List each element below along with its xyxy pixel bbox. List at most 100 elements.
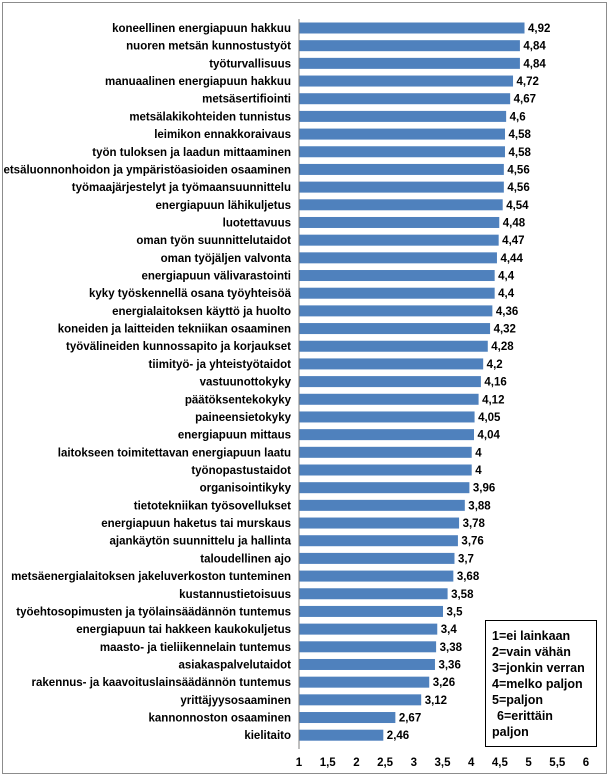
category-label-13: oman työn suunnittelutaidot [136, 235, 291, 247]
category-label-16: kyky työskennellä osana työyhteisöä [89, 288, 292, 300]
value-label-10: 4,56 [507, 182, 529, 194]
x-tick-label-7: 4 [468, 757, 475, 769]
legend-line-6: 6=erittäin [497, 709, 553, 723]
value-label-12: 4,48 [503, 217, 526, 229]
value-label-38: 3,26 [433, 677, 455, 689]
bar-18 [299, 323, 491, 335]
category-label-39: yrittäjyysosaaminen [180, 695, 291, 707]
category-label-6: metsälakikohteiden tunnistus [129, 111, 291, 123]
category-label-32: metsäenergialaitoksen jakeluverkoston tu… [11, 571, 291, 583]
category-label-30: ajankäytön suunnittelu ja hallinta [110, 536, 292, 548]
legend: 1=ei lainkaan 2=vain vähän 3=jonkin verr… [485, 620, 597, 747]
bar-5 [299, 93, 511, 105]
category-label-29: energiapuun haketus tai murskaus [101, 518, 291, 530]
category-label-33: kustannustietoisuus [179, 589, 291, 601]
category-label-38: rakennus- ja kaavoituslainsäädännön tunt… [32, 677, 291, 689]
bar-29 [299, 517, 460, 529]
category-label-10: työmaajärjestelyt ja työmaansuunnittelu [72, 182, 291, 194]
category-label-37: asiakaspalvelutaidot [179, 659, 292, 671]
bar-11 [299, 199, 503, 211]
category-label-35: energiapuun tai hakkeen kaukokuljetus [76, 624, 291, 636]
bar-22 [299, 393, 479, 405]
legend-line-2: 2=vain vähän [492, 645, 571, 659]
bar-31 [299, 552, 455, 564]
bar-chart: koneellinen energiapuun hakkuu nuoren met… [3, 19, 589, 769]
value-label-5: 4,67 [514, 94, 536, 106]
bar-21 [299, 376, 481, 388]
bar-17 [299, 305, 493, 317]
value-label-39: 3,12 [425, 695, 447, 707]
category-label-31: taloudellinen ajo [200, 553, 291, 565]
bar-6 [299, 110, 507, 122]
category-label-19: työvälineiden kunnossapito ja korjaukset [66, 341, 291, 353]
bars-group [299, 22, 525, 741]
x-tick-label-6: 3,5 [435, 757, 452, 769]
category-label-24: energiapuun mittaus [178, 430, 291, 442]
value-label-31: 3,7 [458, 553, 474, 565]
category-label-11: energiapuun lähikuljetus [156, 200, 291, 212]
bar-3 [299, 57, 520, 69]
category-label-8: työn tuloksen ja laadun mittaaminen [92, 147, 291, 159]
value-label-25: 4 [475, 447, 482, 459]
value-label-35: 3,4 [441, 624, 458, 636]
value-label-20: 4,2 [487, 359, 503, 371]
legend-line-5: 5=paljon [492, 693, 544, 707]
category-label-4: manuaalinen energiapuun hakkuu [105, 76, 291, 88]
category-label-9: metsäluonnonhoidon ja ympäristöasioiden … [3, 164, 291, 176]
bar-30 [299, 535, 458, 547]
legend-line-1: 1=ei lainkaan [492, 629, 571, 643]
bar-35 [299, 623, 438, 635]
value-label-28: 3,88 [468, 500, 491, 512]
bar-41 [299, 729, 384, 741]
value-label-13: 4,47 [502, 235, 524, 247]
bar-25 [299, 446, 472, 458]
category-label-23: paineensietokyky [195, 412, 291, 424]
x-tick-label-4: 2,5 [377, 757, 394, 769]
legend-line-7: paljon [492, 725, 529, 739]
category-label-41: kielitaito [244, 730, 291, 742]
bar-7 [299, 128, 505, 140]
bar-13 [299, 234, 499, 246]
value-label-1: 4,92 [528, 23, 550, 35]
x-tick-label-5: 3 [411, 757, 417, 769]
category-label-15: energiapuun välivarastointi [141, 271, 291, 283]
value-label-4: 4,72 [517, 76, 539, 88]
value-label-16: 4,4 [498, 288, 515, 300]
category-label-5: metsäsertifiointi [202, 94, 291, 106]
bar-40 [299, 712, 396, 724]
bar-37 [299, 658, 435, 670]
value-label-33: 3,58 [451, 589, 474, 601]
category-label-7: leimikon ennakkoraivaus [154, 129, 291, 141]
legend-line-4: 4=melko paljon [492, 677, 583, 691]
value-label-37: 3,36 [438, 659, 460, 671]
value-label-40: 2,67 [399, 713, 421, 725]
value-label-21: 4,16 [484, 377, 506, 389]
bar-12 [299, 216, 500, 228]
value-label-29: 3,78 [463, 518, 486, 530]
bar-33 [299, 588, 448, 600]
bar-2 [299, 40, 520, 52]
category-label-36: maasto- ja tieliikennelain tuntemus [100, 642, 291, 654]
category-label-14: oman työjäljen valvonta [161, 253, 292, 265]
value-labels-group: 4,92 4,84 4,84 4,72 4,67 4,6 4,58 4,58 4,56 4,56 4… [387, 23, 551, 742]
category-label-12: luotettavuus [223, 217, 291, 229]
bar-34 [299, 605, 443, 617]
value-label-36: 3,38 [440, 642, 463, 654]
x-tick-label-10: 5,5 [549, 757, 566, 769]
bar-10 [299, 181, 504, 193]
category-label-25: laitokseen toimitettavan energiapuun laa… [58, 447, 291, 459]
x-tick-label-8: 4,5 [492, 757, 509, 769]
bar-8 [299, 146, 505, 158]
category-label-27: organisointikyky [200, 483, 292, 495]
category-label-20: tiimityö- ja yhteistyötaidot [149, 359, 292, 371]
value-label-27: 3,96 [473, 483, 495, 495]
value-label-3: 4,84 [523, 58, 546, 70]
category-label-26: työnopastustaidot [191, 465, 291, 477]
category-label-3: työturvallisuus [209, 58, 291, 70]
value-label-15: 4,4 [498, 271, 515, 283]
value-label-26: 4 [475, 465, 482, 477]
value-label-7: 4,58 [508, 129, 531, 141]
value-label-8: 4,58 [508, 147, 531, 159]
category-label-22: päätöksentekokyky [185, 394, 292, 406]
bar-9 [299, 163, 504, 175]
